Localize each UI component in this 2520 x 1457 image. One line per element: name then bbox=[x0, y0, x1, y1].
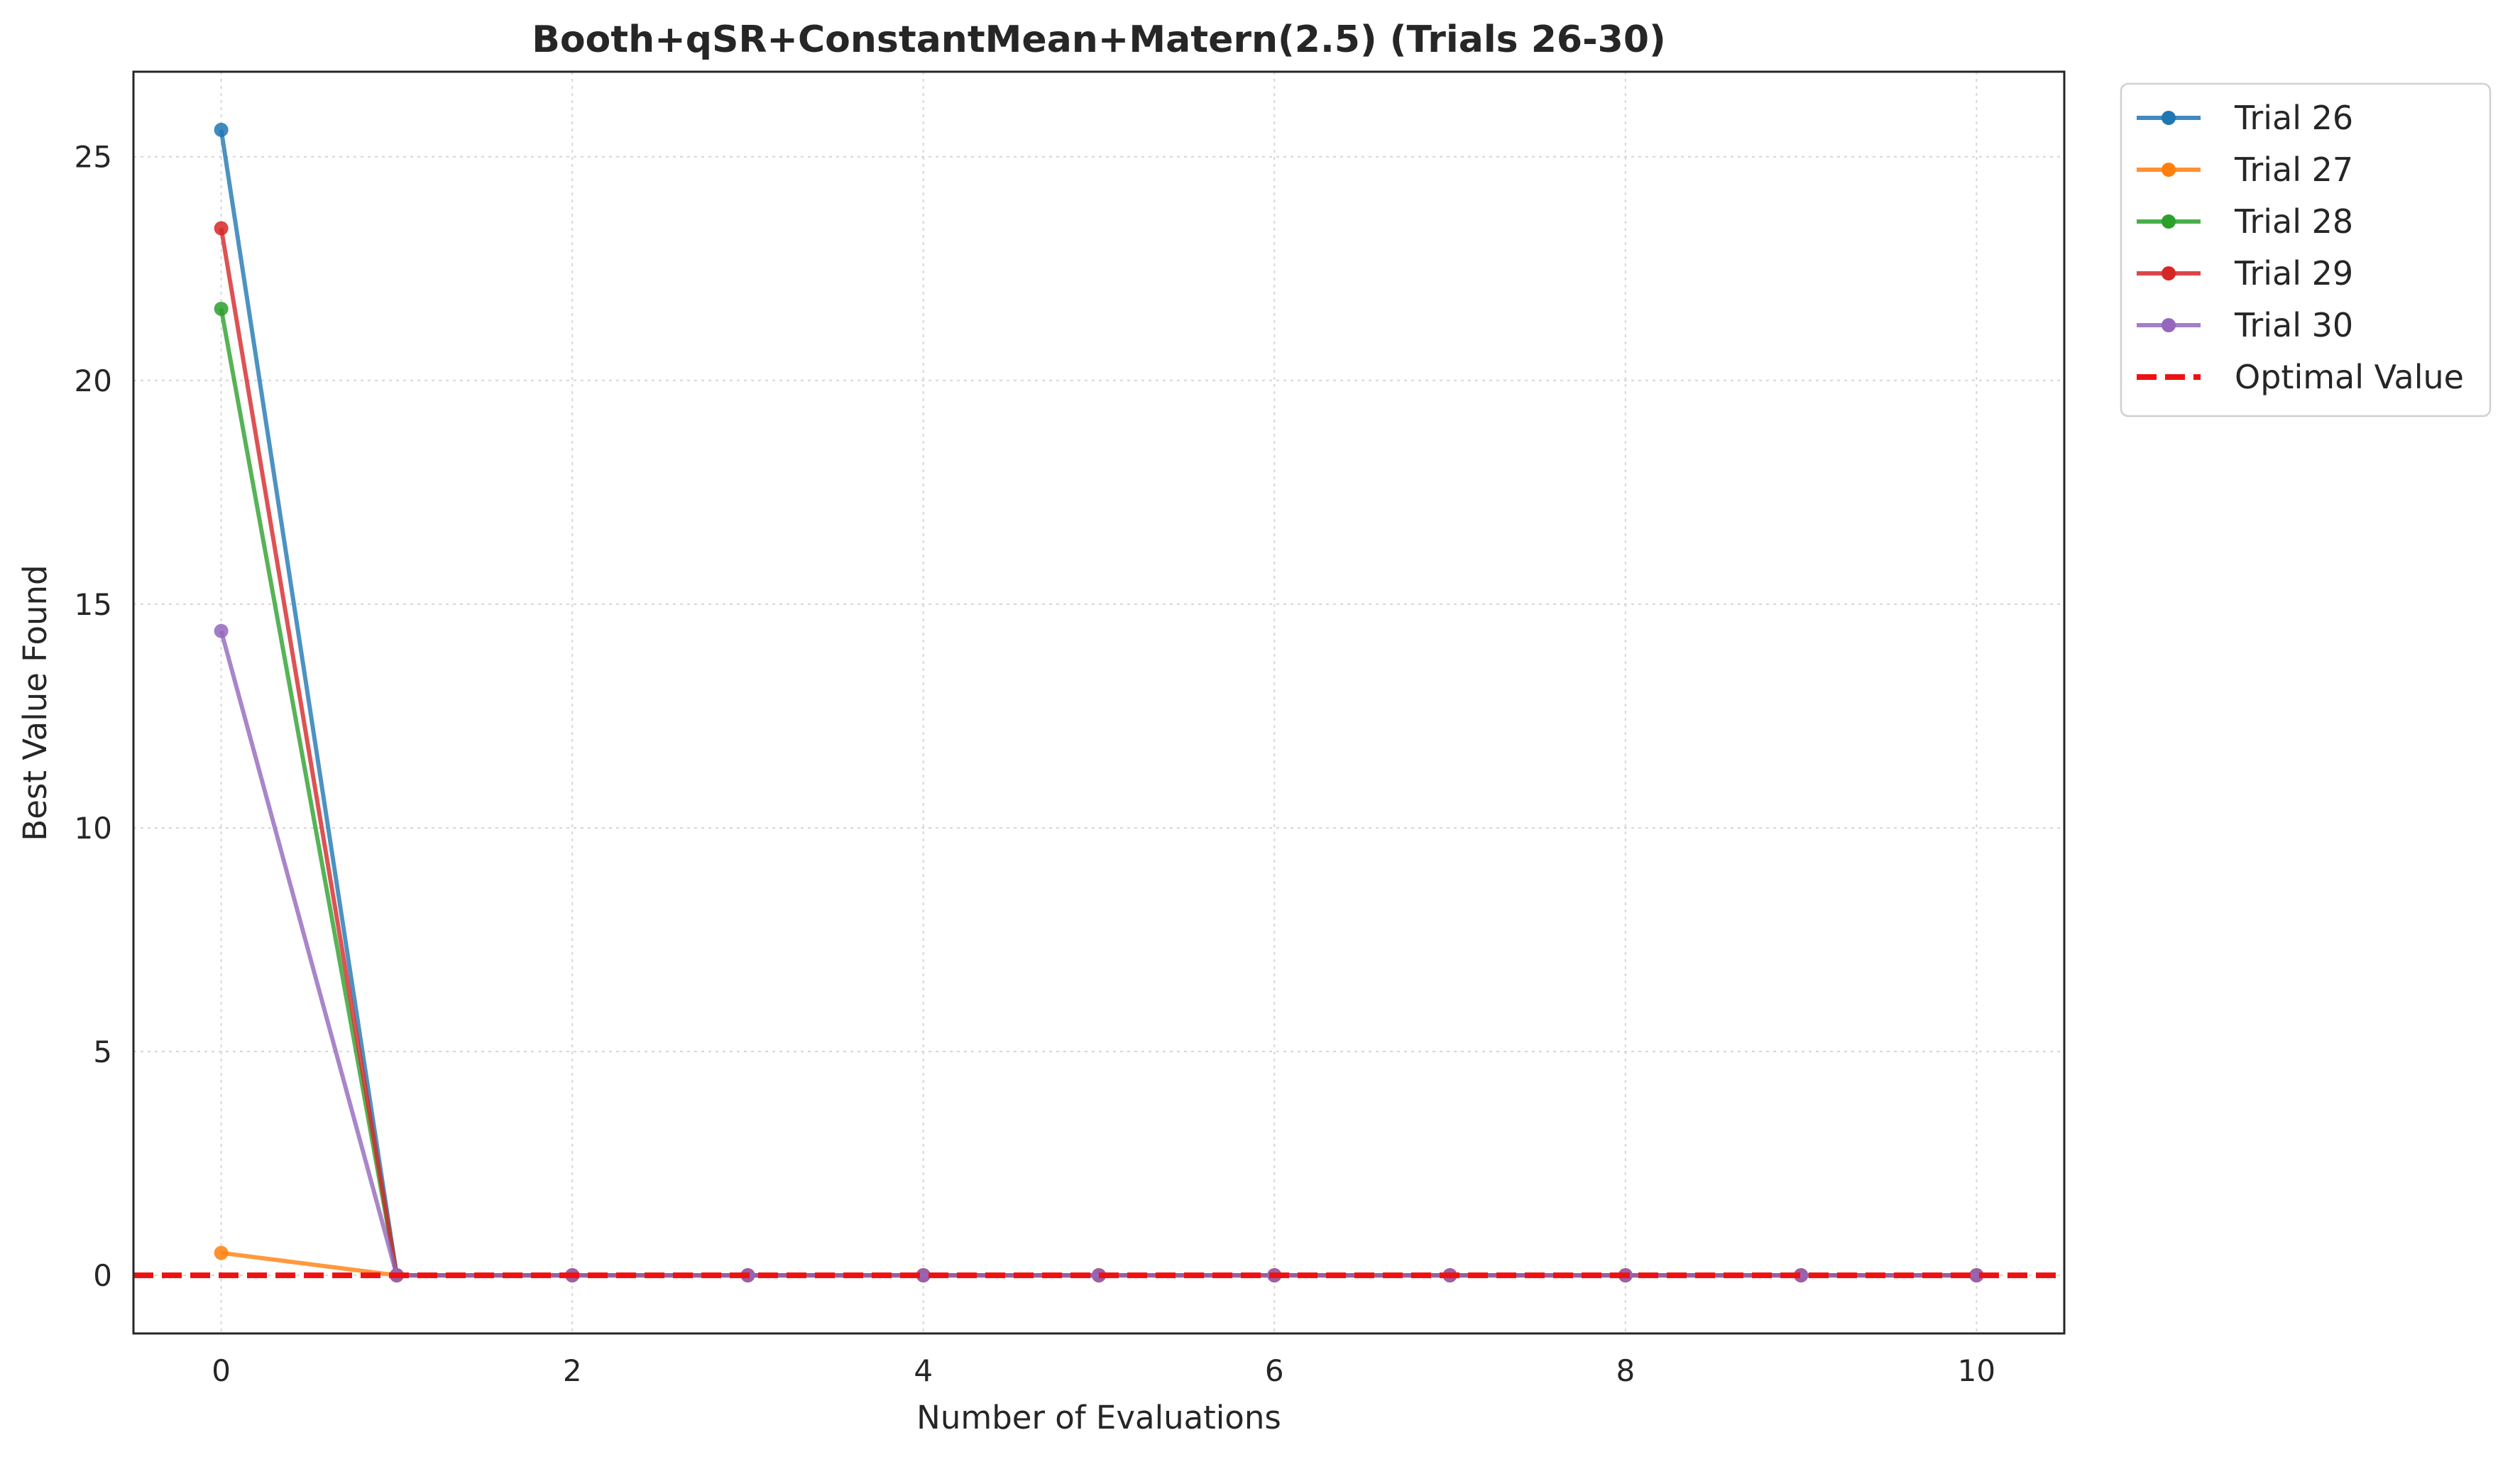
legend-entry: Trial 27 bbox=[2137, 151, 2353, 189]
legend: Trial 26 Trial 27 Trial 28 Trial 29 Trial 30… bbox=[2120, 82, 2492, 418]
data-point bbox=[916, 1268, 931, 1283]
legend-swatch-marker bbox=[2162, 318, 2176, 332]
legend-entry: Trial 29 bbox=[2137, 254, 2353, 293]
data-point bbox=[214, 122, 229, 137]
legend-entry: Trial 26 bbox=[2137, 99, 2353, 137]
data-point bbox=[214, 623, 229, 638]
legend-entry: Trial 28 bbox=[2137, 202, 2353, 241]
legend-label: Trial 27 bbox=[2234, 151, 2353, 189]
y-tick-label: 20 bbox=[75, 364, 112, 398]
chart-title: Booth+qSR+ConstantMean+Matern(2.5) (Tria… bbox=[532, 18, 1666, 61]
x-tick-label: 10 bbox=[1958, 1353, 1995, 1388]
legend-swatch-marker bbox=[2162, 266, 2176, 280]
data-point bbox=[1969, 1268, 1984, 1283]
data-point bbox=[214, 1245, 229, 1260]
x-tick-label: 2 bbox=[563, 1353, 582, 1388]
y-tick-label: 5 bbox=[93, 1035, 112, 1069]
y-axis-ticks: 0 5 10 15 20 25 bbox=[75, 140, 112, 1293]
y-tick-label: 0 bbox=[93, 1258, 112, 1293]
y-tick-label: 25 bbox=[75, 140, 112, 175]
y-axis-label: Best Value Found bbox=[16, 564, 54, 841]
legend-label: Trial 26 bbox=[2234, 99, 2353, 137]
x-tick-label: 0 bbox=[212, 1353, 231, 1388]
x-axis-label: Number of Evaluations bbox=[916, 1399, 1281, 1436]
series-trial-26 bbox=[214, 122, 1984, 1283]
x-tick-label: 6 bbox=[1265, 1353, 1284, 1388]
legend-label: Trial 30 bbox=[2234, 306, 2353, 344]
legend-swatch-marker bbox=[2162, 163, 2176, 177]
series-line bbox=[219, 630, 1977, 1278]
series-layer bbox=[214, 122, 1984, 1283]
x-tick-label: 8 bbox=[1616, 1353, 1635, 1388]
series-trial-30 bbox=[214, 623, 1984, 1283]
data-point bbox=[214, 301, 229, 316]
legend-label: Optimal Value bbox=[2235, 358, 2464, 396]
legend-entry: Optimal Value bbox=[2137, 358, 2464, 396]
legend-box bbox=[2120, 82, 2492, 418]
legend-label: Trial 29 bbox=[2234, 254, 2353, 293]
data-point bbox=[1794, 1268, 1809, 1283]
legend-label: Trial 28 bbox=[2234, 202, 2353, 241]
y-tick-label: 10 bbox=[75, 811, 112, 846]
grid bbox=[133, 72, 2064, 1333]
legend-entry: Trial 30 bbox=[2137, 306, 2353, 344]
legend-swatch-marker bbox=[2162, 111, 2176, 125]
data-point bbox=[214, 221, 229, 236]
y-tick-label: 15 bbox=[75, 587, 112, 622]
x-axis-ticks: 0 2 4 6 8 10 bbox=[212, 1353, 1995, 1388]
series-trial-28 bbox=[214, 301, 1984, 1283]
x-tick-label: 4 bbox=[914, 1353, 933, 1388]
legend-swatch-marker bbox=[2162, 214, 2176, 229]
series-line bbox=[219, 228, 1977, 1278]
plot-frame bbox=[132, 70, 2066, 1335]
series-line bbox=[219, 308, 1977, 1278]
series-line bbox=[219, 129, 1977, 1278]
